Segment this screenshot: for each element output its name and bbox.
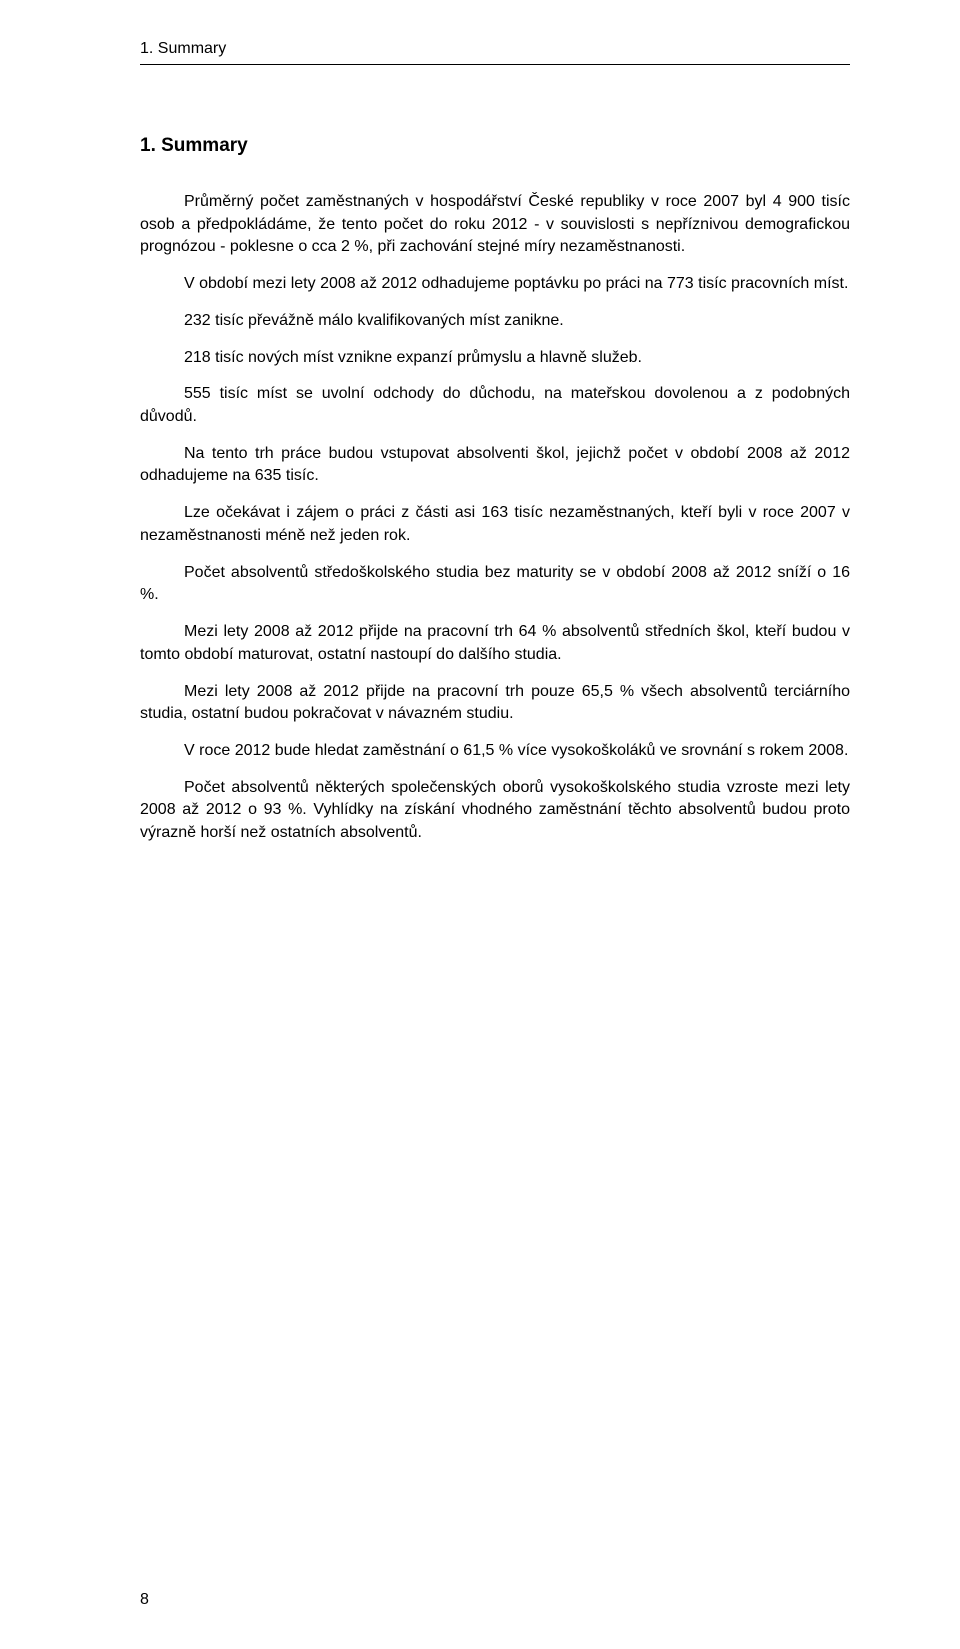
- body-paragraph: 555 tisíc míst se uvolní odchody do důch…: [140, 383, 850, 428]
- body-paragraph: Mezi lety 2008 až 2012 přijde na pracovn…: [140, 681, 850, 726]
- running-head: 1. Summary: [140, 40, 850, 58]
- document-page: 1. Summary 1. Summary Průměrný počet zam…: [0, 0, 960, 1649]
- body-paragraph: Na tento trh práce budou vstupovat absol…: [140, 443, 850, 488]
- body-paragraph: Lze očekávat i zájem o práci z části asi…: [140, 502, 850, 547]
- body-paragraph: V roce 2012 bude hledat zaměstnání o 61,…: [140, 740, 850, 763]
- body-paragraph: Počet absolventů některých společenských…: [140, 777, 850, 845]
- header-rule: [140, 64, 850, 65]
- page-number: 8: [140, 1591, 149, 1609]
- body-paragraph: V období mezi lety 2008 až 2012 odhaduje…: [140, 273, 850, 296]
- body-paragraph: Mezi lety 2008 až 2012 přijde na pracovn…: [140, 621, 850, 666]
- body-paragraph: Průměrný počet zaměstnaných v hospodářst…: [140, 191, 850, 259]
- body-paragraph: Počet absolventů středoškolského studia …: [140, 562, 850, 607]
- section-title: 1. Summary: [140, 135, 850, 157]
- body-paragraph: 218 tisíc nových míst vznikne expanzí pr…: [140, 347, 850, 370]
- body-paragraph: 232 tisíc převážně málo kvalifikovaných …: [140, 310, 850, 333]
